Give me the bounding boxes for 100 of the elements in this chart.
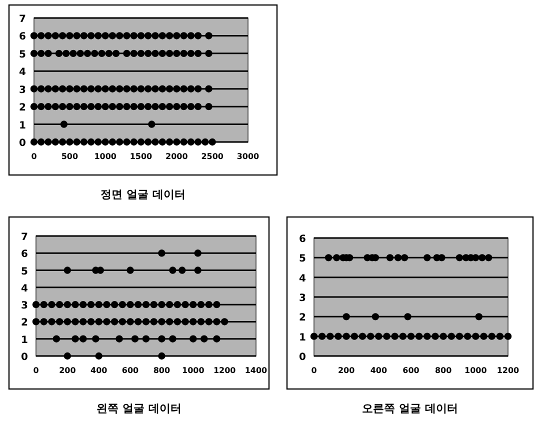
point [84, 50, 92, 58]
point [38, 85, 45, 92]
point [103, 300, 110, 308]
x-tick-label: 800 [434, 366, 452, 375]
y-tick-label: 7 [21, 232, 28, 243]
point [485, 254, 492, 262]
point [158, 250, 166, 257]
point [142, 300, 150, 308]
point [38, 138, 45, 146]
point [187, 138, 195, 146]
point [173, 102, 180, 110]
point [110, 300, 118, 308]
text: 오른쪽 얼굴 데이터 [362, 402, 458, 415]
point [310, 332, 318, 340]
point [80, 300, 87, 308]
point [180, 32, 188, 40]
point [48, 318, 56, 326]
point [87, 85, 95, 92]
point [102, 85, 109, 92]
point [116, 32, 124, 40]
point [194, 32, 202, 40]
x-tick-label: 500 [61, 152, 78, 161]
point [52, 32, 59, 40]
point [105, 50, 112, 58]
point [432, 332, 439, 340]
y-tick-label: 0 [21, 352, 28, 363]
point [194, 50, 202, 58]
x-tick-label: 1500 [130, 152, 153, 161]
point [44, 50, 52, 58]
point [126, 300, 134, 308]
point [166, 318, 174, 326]
point [95, 352, 102, 360]
y-tick-label: 4 [299, 273, 306, 284]
point [190, 335, 197, 342]
point [342, 332, 350, 340]
point [194, 138, 202, 146]
point [102, 102, 109, 110]
point [130, 85, 138, 92]
point [108, 32, 116, 40]
point [178, 266, 186, 274]
point [116, 85, 124, 92]
point [123, 50, 130, 58]
x-tick-label: 600 [402, 366, 420, 375]
point [158, 318, 166, 326]
point [187, 50, 195, 58]
point [478, 254, 486, 262]
point [102, 32, 109, 40]
x-tick-label: 1000 [182, 366, 205, 375]
point [58, 85, 66, 92]
y-tick-label: 5 [19, 49, 26, 60]
point [438, 254, 446, 262]
point [318, 332, 326, 340]
point [64, 266, 72, 274]
point [30, 102, 38, 110]
point [66, 102, 74, 110]
point [472, 254, 480, 262]
point [213, 335, 220, 342]
point [66, 32, 74, 40]
point [72, 318, 79, 326]
point [197, 318, 205, 326]
point [504, 332, 512, 340]
point [358, 332, 366, 340]
point [44, 32, 52, 40]
point [87, 102, 95, 110]
y-tick-label: 4 [21, 283, 28, 294]
point [158, 138, 166, 146]
point [87, 318, 95, 326]
point [40, 300, 48, 308]
point [110, 318, 118, 326]
point [169, 266, 176, 274]
point [108, 102, 116, 110]
y-tick-label: 6 [21, 249, 28, 260]
point [366, 332, 374, 340]
point [480, 332, 488, 340]
point [202, 138, 209, 146]
point [92, 335, 100, 342]
point [205, 318, 212, 326]
y-tick-label: 5 [21, 266, 28, 278]
y-tick-label: 1 [21, 334, 28, 346]
point [131, 335, 139, 342]
point [112, 50, 120, 58]
point [44, 102, 52, 110]
point [424, 254, 431, 262]
point [187, 32, 195, 40]
point [399, 332, 407, 340]
point [180, 102, 188, 110]
point [30, 138, 38, 146]
point [394, 254, 402, 262]
point [166, 300, 174, 308]
point [386, 254, 394, 262]
point [213, 318, 220, 326]
x-tick-label: 200 [338, 366, 356, 375]
point [456, 332, 464, 340]
point [158, 102, 166, 110]
point [194, 102, 202, 110]
point [187, 85, 195, 92]
point [118, 300, 126, 308]
point [73, 85, 80, 92]
point [94, 32, 102, 40]
y-tick-label: 6 [299, 234, 306, 245]
